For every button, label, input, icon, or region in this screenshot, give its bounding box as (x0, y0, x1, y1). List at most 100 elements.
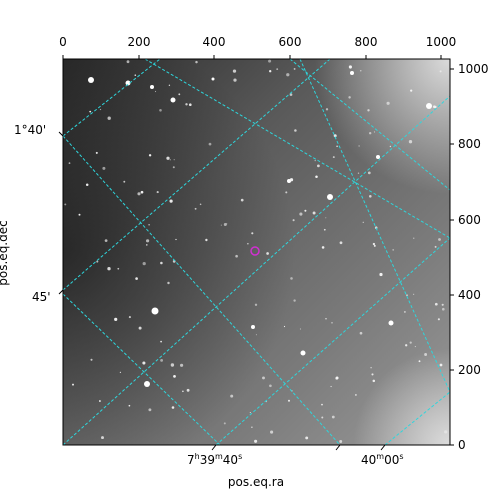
star (331, 321, 333, 324)
star (268, 59, 272, 63)
star (286, 73, 290, 77)
star (333, 134, 337, 138)
star (336, 145, 338, 148)
star (304, 209, 307, 212)
star (348, 96, 351, 99)
star (373, 131, 376, 133)
star (251, 426, 253, 429)
star (369, 132, 372, 135)
star (99, 108, 102, 111)
right-tick-200: 200 (458, 363, 481, 377)
top-tick-1000: 1000 (425, 35, 457, 49)
star (439, 363, 443, 367)
star (388, 320, 394, 326)
star (88, 77, 94, 83)
star (439, 70, 442, 73)
star (359, 331, 363, 335)
star (68, 162, 71, 164)
star (233, 78, 237, 82)
star (386, 101, 390, 105)
top-tick-400: 400 (202, 35, 226, 49)
star (64, 203, 67, 206)
star (406, 294, 408, 296)
star (409, 341, 412, 344)
star (424, 353, 428, 356)
star (182, 390, 184, 393)
star (410, 89, 413, 92)
star (178, 93, 181, 96)
star (167, 281, 170, 285)
star (170, 363, 175, 367)
star (288, 399, 290, 402)
star (362, 221, 364, 223)
star (305, 436, 309, 440)
star (185, 103, 188, 106)
star (232, 69, 237, 73)
star (293, 299, 296, 302)
star (114, 317, 118, 321)
star (372, 379, 376, 383)
star (376, 155, 380, 159)
star (166, 156, 170, 160)
star (128, 316, 131, 319)
star (327, 194, 333, 200)
star (369, 195, 372, 198)
star (230, 394, 234, 398)
star (299, 328, 301, 330)
top-tick-800: 800 (354, 35, 378, 49)
star (438, 238, 441, 241)
star (188, 103, 192, 107)
star (330, 385, 332, 388)
star (444, 430, 448, 434)
star (180, 363, 184, 367)
star (290, 277, 293, 280)
star (173, 159, 175, 161)
top-tick-200: 200 (127, 35, 151, 49)
star (172, 166, 175, 169)
right-tick-0: 0 (458, 438, 466, 452)
star (102, 166, 106, 170)
star (354, 393, 357, 396)
star (78, 213, 81, 216)
star (171, 406, 175, 409)
ra-tick-1: 7h39m40s (187, 452, 243, 467)
star (142, 361, 146, 365)
star (235, 254, 238, 258)
star (312, 211, 316, 215)
star (151, 307, 159, 315)
star (249, 412, 251, 414)
star (85, 183, 89, 186)
star (251, 325, 255, 329)
star (408, 140, 413, 144)
star (251, 232, 254, 235)
star (414, 346, 416, 348)
star (138, 326, 142, 330)
star (418, 360, 421, 363)
star (168, 84, 171, 86)
star (358, 145, 360, 147)
star (89, 110, 92, 113)
star (160, 359, 164, 362)
star (413, 237, 415, 239)
star (276, 68, 279, 70)
star (285, 191, 288, 194)
top-tick-600: 600 (278, 35, 302, 49)
star (325, 108, 329, 111)
star (357, 172, 360, 174)
star (331, 415, 335, 419)
star (335, 376, 339, 380)
star (255, 334, 257, 336)
star (315, 175, 318, 178)
star (405, 344, 408, 347)
star (269, 384, 272, 388)
target-marker-icon[interactable] (250, 246, 260, 256)
star (98, 400, 101, 402)
star (370, 366, 372, 369)
star (135, 277, 138, 280)
star (134, 74, 137, 76)
star (148, 154, 152, 157)
star (160, 340, 162, 343)
star (254, 439, 258, 443)
star (148, 224, 150, 226)
